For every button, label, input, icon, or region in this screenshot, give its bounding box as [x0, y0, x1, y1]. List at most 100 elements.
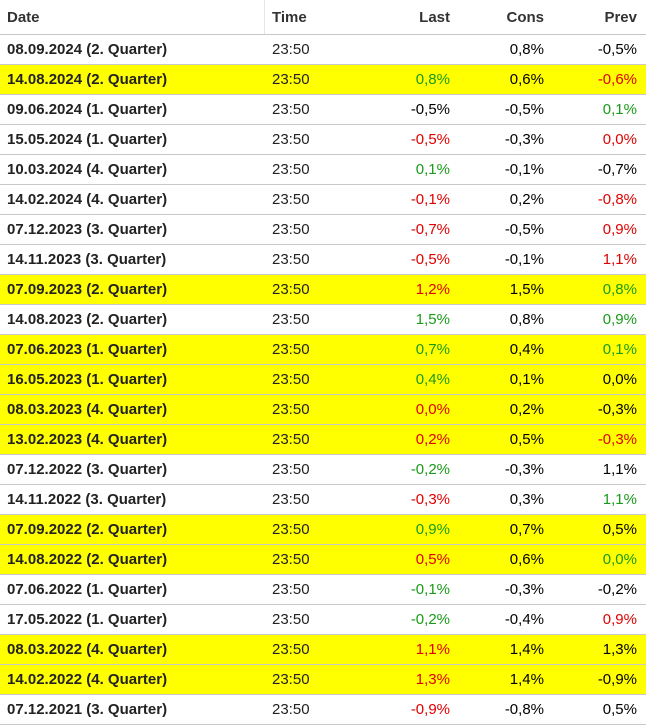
- cell-cons: -0,8%: [457, 694, 551, 725]
- cell-cons: -0,1%: [457, 154, 551, 185]
- table-row[interactable]: 14.08.2023 (2. Quarter) 23:50 1,5% 0,8% 0,9%: [0, 304, 646, 335]
- cell-time: 23:50: [265, 34, 365, 65]
- table-row[interactable]: 10.03.2024 (4. Quarter) 23:50 0,1% -0,1% -0,…: [0, 154, 646, 185]
- cell-last: -0,7%: [365, 214, 457, 245]
- column-header-time[interactable]: Time: [265, 0, 365, 35]
- cell-last: -0,3%: [365, 484, 457, 515]
- column-header-last[interactable]: Last: [365, 0, 457, 35]
- cell-time: 23:50: [265, 364, 365, 395]
- cell-last: -0,2%: [365, 604, 457, 635]
- cell-prev: 0,1%: [551, 94, 646, 125]
- column-header-prev[interactable]: Prev: [551, 0, 646, 35]
- table-row[interactable]: 15.05.2024 (1. Quarter) 23:50 -0,5% -0,3% 0,…: [0, 124, 646, 155]
- cell-time: 23:50: [265, 304, 365, 335]
- column-header-date[interactable]: Date: [0, 0, 265, 35]
- cell-date: 07.12.2021 (3. Quarter): [0, 694, 265, 725]
- cell-date: 07.12.2022 (3. Quarter): [0, 454, 265, 485]
- cell-date: 13.02.2023 (4. Quarter): [0, 424, 265, 455]
- cell-cons: 0,2%: [457, 184, 551, 215]
- cell-prev: 1,1%: [551, 244, 646, 275]
- cell-prev: 1,1%: [551, 484, 646, 515]
- cell-prev: -0,3%: [551, 424, 646, 455]
- cell-time: 23:50: [265, 544, 365, 575]
- table-row[interactable]: 08.09.2024 (2. Quarter) 23:50 0,8% -0,5%: [0, 34, 646, 65]
- table-body: 08.09.2024 (2. Quarter) 23:50 0,8% -0,5% 14.…: [0, 34, 646, 725]
- table-row[interactable]: 07.12.2022 (3. Quarter) 23:50 -0,2% -0,3% 1,…: [0, 454, 646, 485]
- header-column-divider: [264, 0, 265, 34]
- cell-prev: 0,9%: [551, 604, 646, 635]
- cell-time: 23:50: [265, 454, 365, 485]
- cell-cons: 0,8%: [457, 304, 551, 335]
- cell-date: 09.06.2024 (1. Quarter): [0, 94, 265, 125]
- table-row[interactable]: 07.06.2022 (1. Quarter) 23:50 -0,1% -0,3% -0…: [0, 574, 646, 605]
- cell-last: 0,2%: [365, 424, 457, 455]
- cell-prev: -0,3%: [551, 394, 646, 425]
- cell-last: -0,1%: [365, 184, 457, 215]
- cell-prev: -0,5%: [551, 34, 646, 65]
- table-row[interactable]: 07.09.2022 (2. Quarter) 23:50 0,9% 0,7% 0,5%: [0, 514, 646, 545]
- cell-prev: -0,9%: [551, 664, 646, 695]
- cell-time: 23:50: [265, 214, 365, 245]
- cell-time: 23:50: [265, 574, 365, 605]
- cell-date: 07.09.2023 (2. Quarter): [0, 274, 265, 305]
- table-row[interactable]: 08.03.2023 (4. Quarter) 23:50 0,0% 0,2% -0,3…: [0, 394, 646, 425]
- cell-time: 23:50: [265, 124, 365, 155]
- table-row[interactable]: 14.11.2022 (3. Quarter) 23:50 -0,3% 0,3% 1,1…: [0, 484, 646, 515]
- cell-prev: 0,9%: [551, 214, 646, 245]
- table-row[interactable]: 14.08.2024 (2. Quarter) 23:50 0,8% 0,6% -0,6…: [0, 64, 646, 95]
- cell-last: -0,9%: [365, 694, 457, 725]
- cell-cons: 0,4%: [457, 334, 551, 365]
- table-row[interactable]: 14.02.2024 (4. Quarter) 23:50 -0,1% 0,2% -0,…: [0, 184, 646, 215]
- table-row[interactable]: 07.12.2023 (3. Quarter) 23:50 -0,7% -0,5% 0,…: [0, 214, 646, 245]
- table-row[interactable]: 07.09.2023 (2. Quarter) 23:50 1,2% 1,5% 0,8%: [0, 274, 646, 305]
- cell-prev: 0,9%: [551, 304, 646, 335]
- cell-prev: 0,0%: [551, 544, 646, 575]
- cell-last: 1,2%: [365, 274, 457, 305]
- cell-cons: 0,5%: [457, 424, 551, 455]
- table-row[interactable]: 08.03.2022 (4. Quarter) 23:50 1,1% 1,4% 1,3%: [0, 634, 646, 665]
- table-row[interactable]: 14.11.2023 (3. Quarter) 23:50 -0,5% -0,1% 1,…: [0, 244, 646, 275]
- cell-prev: 0,8%: [551, 274, 646, 305]
- table-row[interactable]: 14.08.2022 (2. Quarter) 23:50 0,5% 0,6% 0,0%: [0, 544, 646, 575]
- table-row[interactable]: 07.12.2021 (3. Quarter) 23:50 -0,9% -0,8% 0,…: [0, 694, 646, 725]
- cell-last: 0,7%: [365, 334, 457, 365]
- table-row[interactable]: 14.02.2022 (4. Quarter) 23:50 1,3% 1,4% -0,9…: [0, 664, 646, 695]
- cell-cons: -0,1%: [457, 244, 551, 275]
- table-row[interactable]: 07.06.2023 (1. Quarter) 23:50 0,7% 0,4% 0,1%: [0, 334, 646, 365]
- cell-date: 07.06.2023 (1. Quarter): [0, 334, 265, 365]
- table-row[interactable]: 16.05.2023 (1. Quarter) 23:50 0,4% 0,1% 0,0%: [0, 364, 646, 395]
- cell-time: 23:50: [265, 514, 365, 545]
- cell-prev: 0,0%: [551, 364, 646, 395]
- cell-last: [365, 34, 457, 65]
- cell-date: 14.08.2022 (2. Quarter): [0, 544, 265, 575]
- cell-date: 16.05.2023 (1. Quarter): [0, 364, 265, 395]
- cell-cons: -0,5%: [457, 94, 551, 125]
- cell-cons: -0,3%: [457, 574, 551, 605]
- table-row[interactable]: 17.05.2022 (1. Quarter) 23:50 -0,2% -0,4% 0,…: [0, 604, 646, 635]
- cell-last: 0,5%: [365, 544, 457, 575]
- cell-last: 1,5%: [365, 304, 457, 335]
- cell-last: 0,8%: [365, 64, 457, 95]
- cell-time: 23:50: [265, 394, 365, 425]
- column-header-cons[interactable]: Cons: [457, 0, 551, 35]
- cell-date: 15.05.2024 (1. Quarter): [0, 124, 265, 155]
- cell-date: 08.09.2024 (2. Quarter): [0, 34, 265, 65]
- cell-time: 23:50: [265, 424, 365, 455]
- cell-time: 23:50: [265, 184, 365, 215]
- cell-date: 14.11.2023 (3. Quarter): [0, 244, 265, 275]
- cell-cons: -0,3%: [457, 454, 551, 485]
- cell-date: 07.09.2022 (2. Quarter): [0, 514, 265, 545]
- cell-prev: -0,6%: [551, 64, 646, 95]
- cell-prev: -0,7%: [551, 154, 646, 185]
- cell-date: 07.06.2022 (1. Quarter): [0, 574, 265, 605]
- table-row[interactable]: 09.06.2024 (1. Quarter) 23:50 -0,5% -0,5% 0,…: [0, 94, 646, 125]
- cell-date: 14.02.2024 (4. Quarter): [0, 184, 265, 215]
- cell-time: 23:50: [265, 274, 365, 305]
- cell-last: 0,4%: [365, 364, 457, 395]
- cell-time: 23:50: [265, 244, 365, 275]
- cell-prev: 1,1%: [551, 454, 646, 485]
- cell-date: 08.03.2023 (4. Quarter): [0, 394, 265, 425]
- table-row[interactable]: 13.02.2023 (4. Quarter) 23:50 0,2% 0,5% -0,3…: [0, 424, 646, 455]
- cell-time: 23:50: [265, 694, 365, 725]
